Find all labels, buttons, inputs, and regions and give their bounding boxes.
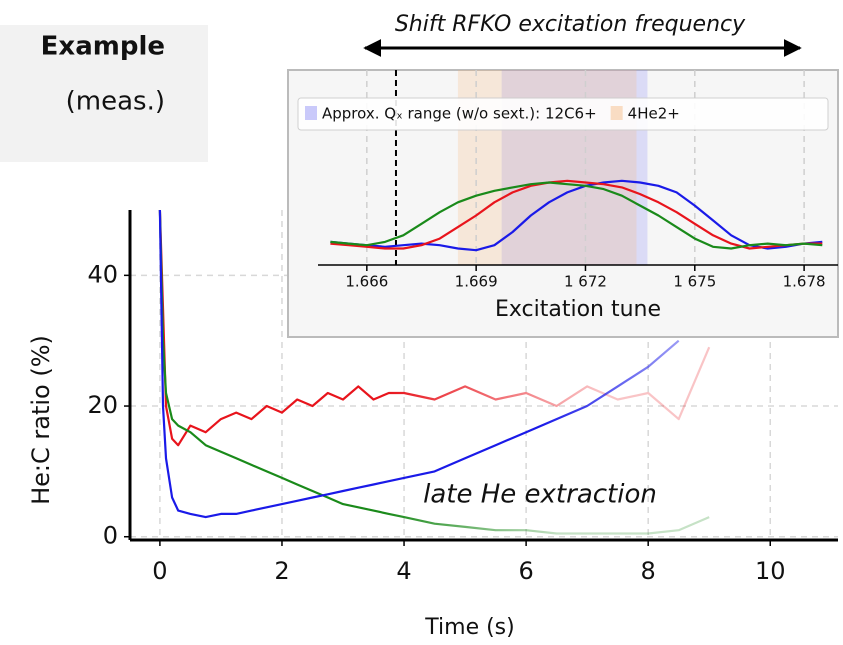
series-line bbox=[158, 209, 711, 447]
x-tick-label: 6 bbox=[518, 557, 533, 585]
legend-swatch bbox=[305, 106, 317, 120]
x-tick-label: 4 bbox=[396, 557, 411, 585]
main-chart: 0 2 4 6 8 10 0 20 40 late He extraction Time (s) He… bbox=[27, 209, 838, 640]
x-tick-label: 1.666 bbox=[345, 273, 388, 291]
y-tick-label: 0 bbox=[103, 522, 118, 550]
x-tick-label: 1 675 bbox=[673, 273, 716, 291]
series-line bbox=[158, 209, 710, 535]
legend-label: 4He2+ bbox=[628, 105, 680, 123]
x-axis-label: Time (s) bbox=[424, 615, 514, 640]
series-line bbox=[330, 181, 823, 250]
x-tick-label: 2 bbox=[274, 557, 289, 585]
annotation: late He extraction bbox=[423, 480, 657, 510]
legend-label: Approx. Qₓ range (w/o sext.): 12C6+ bbox=[322, 105, 597, 123]
header-subtitle: (meas.) bbox=[66, 87, 165, 117]
series-line bbox=[158, 209, 680, 519]
y-tick-label: 20 bbox=[87, 391, 118, 419]
x-tick-label: 10 bbox=[755, 557, 786, 585]
y-axis-label: He:C ratio (%) bbox=[27, 335, 55, 505]
x-tick-label: 1.669 bbox=[455, 273, 498, 291]
x-axis-label: Excitation tune bbox=[495, 297, 661, 322]
header-title: Example bbox=[41, 32, 165, 62]
legend-box bbox=[297, 97, 829, 131]
inset-chart: Shift RFKO excitation frequency 1.666 1.66… bbox=[287, 12, 839, 338]
series-line bbox=[330, 179, 823, 252]
legend-swatch bbox=[610, 106, 623, 120]
x-tick-label: 0 bbox=[152, 557, 167, 585]
x-tick-label: 8 bbox=[641, 557, 656, 585]
y-tick-label: 40 bbox=[87, 260, 118, 288]
x-tick-label: 1.678 bbox=[783, 273, 826, 291]
x-tick-label: 1 672 bbox=[564, 273, 607, 291]
inset-title: Shift RFKO excitation frequency bbox=[395, 12, 746, 37]
header-box bbox=[0, 25, 208, 162]
